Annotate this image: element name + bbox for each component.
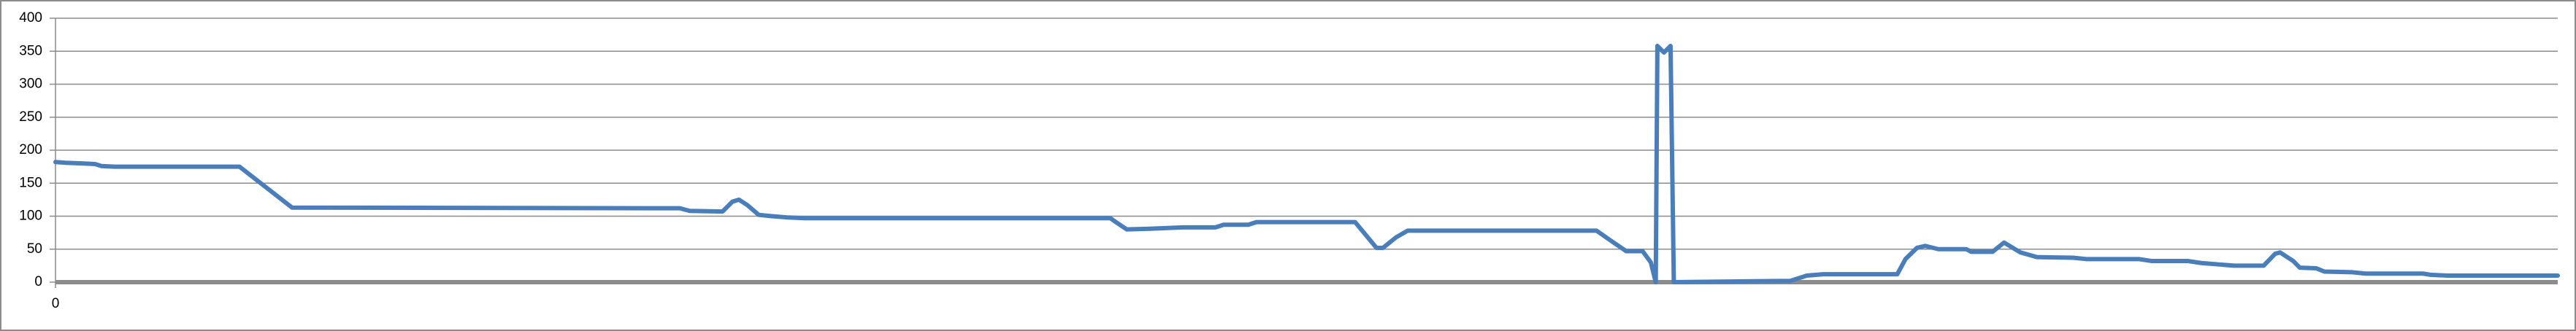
y-tick-label: 150 [19, 175, 42, 190]
y-tick-label: 100 [19, 209, 42, 224]
y-tick-label: 300 [19, 77, 42, 92]
y-tick-label: 200 [19, 142, 42, 157]
x-tick-label: 0 [52, 296, 60, 311]
y-tick-label: 400 [19, 10, 42, 26]
y-tick-label: 350 [19, 43, 42, 58]
y-tick-label: 0 [34, 274, 42, 289]
y-tick-label: 250 [19, 109, 42, 125]
y-tick-label: 50 [27, 241, 42, 257]
data-line [53, 44, 2560, 284]
